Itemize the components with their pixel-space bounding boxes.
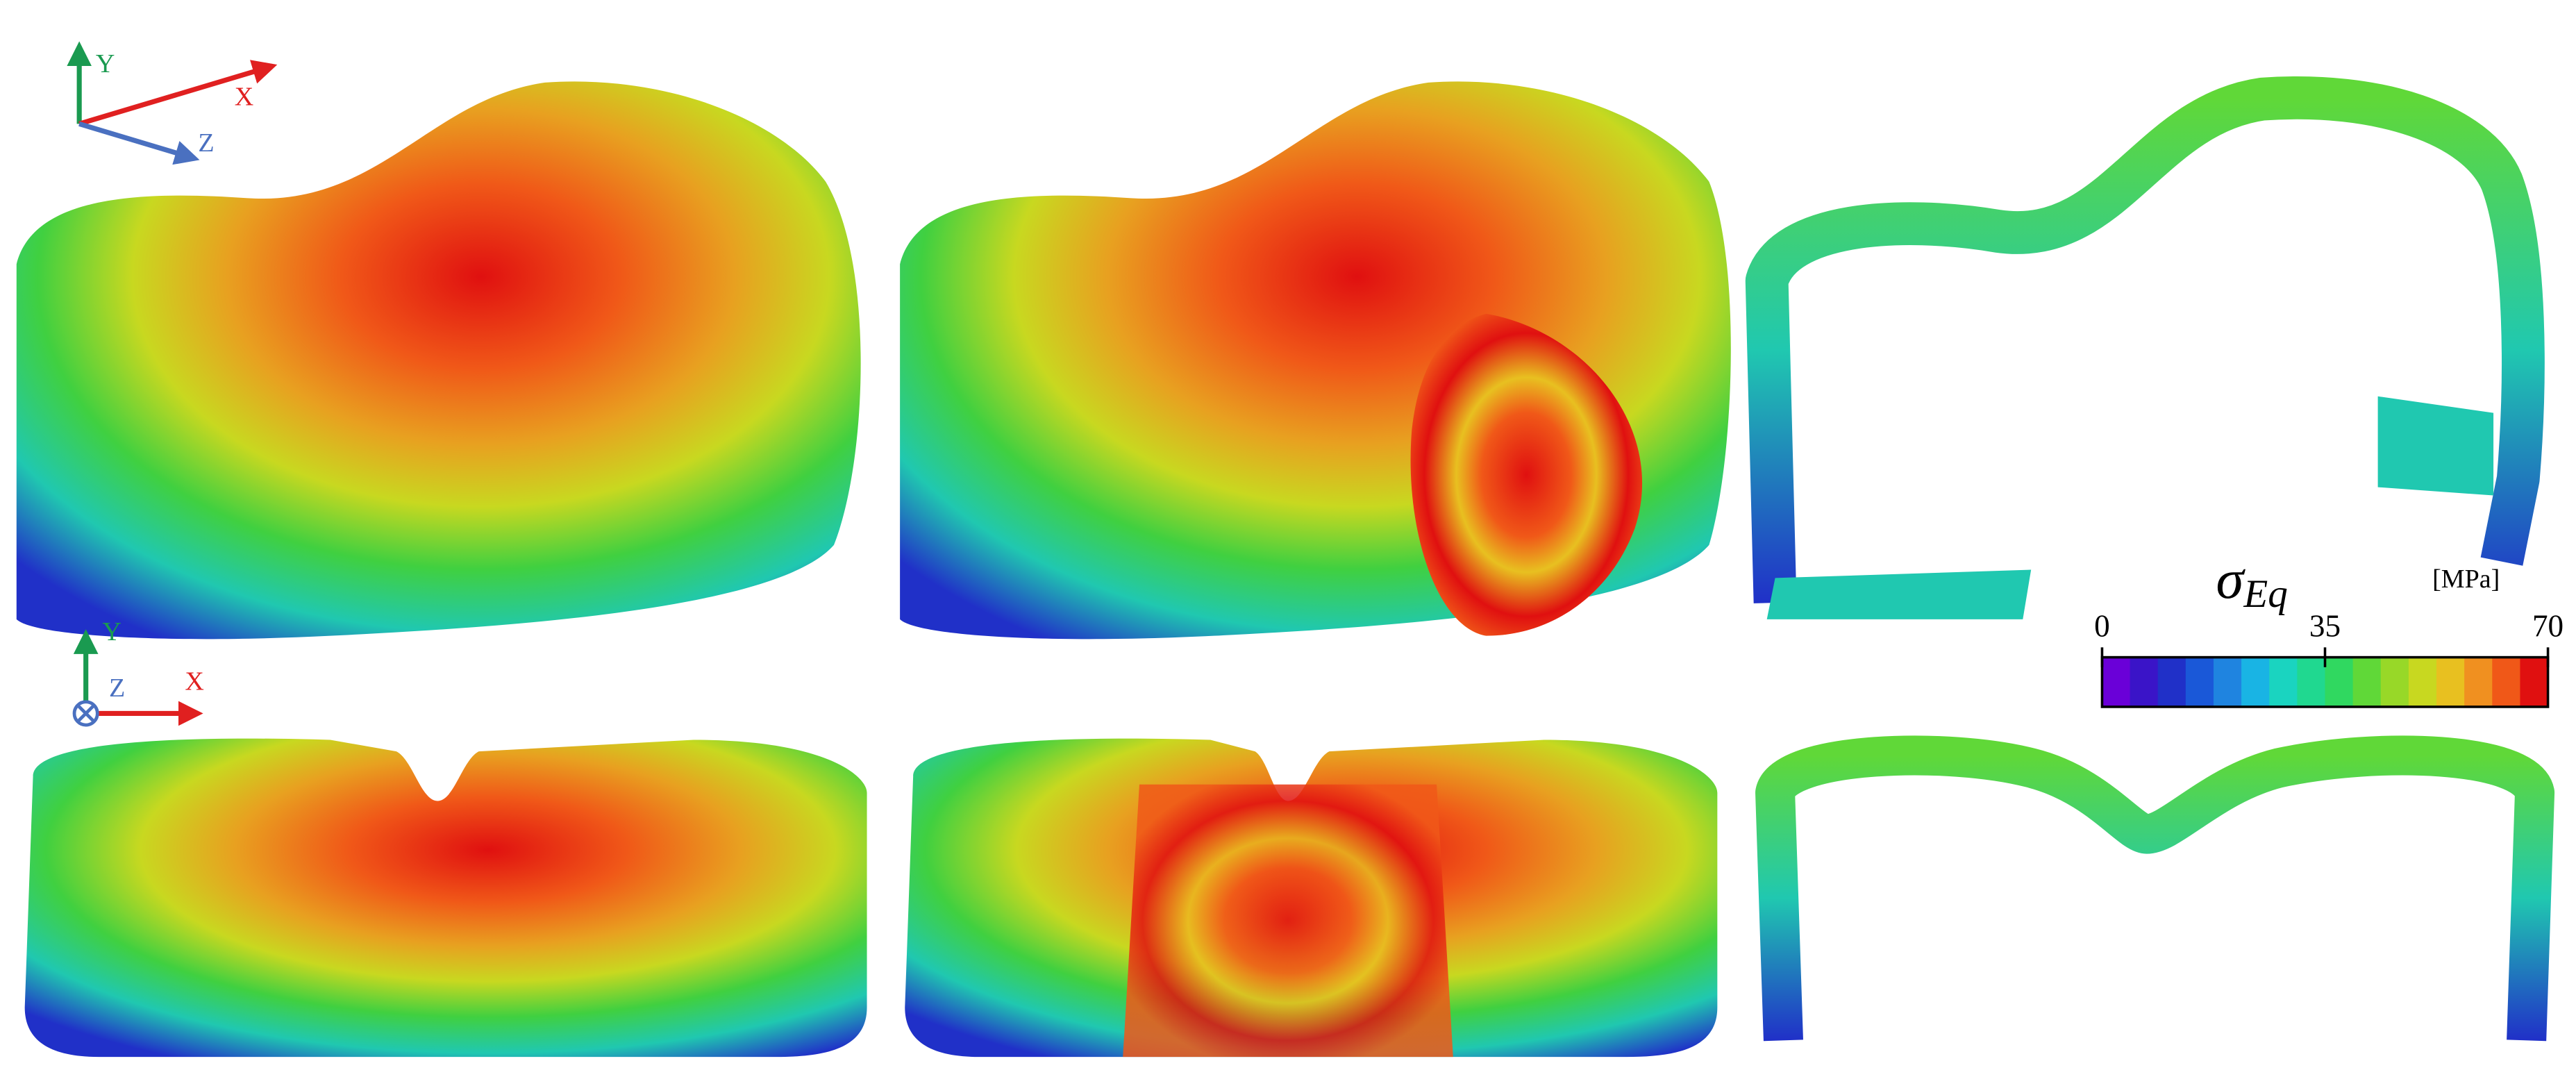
colorbar-subscript: Eq <box>2243 572 2287 616</box>
colorbar-segment <box>2380 657 2409 707</box>
colorbar-segment <box>2520 657 2549 707</box>
colorbar-tick-label: 0 <box>2094 609 2110 644</box>
colorbar-segment <box>2157 657 2186 707</box>
model-cut-section <box>1410 313 1643 636</box>
axis-z-arrow <box>78 121 200 165</box>
colorbar-segment <box>2408 657 2437 707</box>
colorbar-segment <box>2102 657 2131 707</box>
colorbar-segment <box>2269 657 2298 707</box>
model-front-shell <box>1755 735 2555 1042</box>
colorbar-segment <box>2213 657 2242 707</box>
model-front <box>24 738 867 1058</box>
colorbar-tick-label: 35 <box>2309 609 2341 644</box>
colorbar-segment <box>2436 657 2465 707</box>
colorbar-segment <box>2464 657 2493 707</box>
colorbar-segment <box>2492 657 2521 707</box>
colorbar-title: σEq <box>2216 548 2288 616</box>
axis-y-label: Y <box>102 617 121 646</box>
axis-x-label: X <box>185 667 203 696</box>
axis-y-label: Y <box>96 49 115 78</box>
axis-z-cross <box>76 703 96 724</box>
colorbar-symbol: σ <box>2216 548 2246 610</box>
colorbar-segment <box>2130 657 2159 707</box>
model-full <box>16 81 861 640</box>
colorbar-segment <box>2352 657 2382 707</box>
model-front-section <box>1123 784 1453 1058</box>
colorbar-segment <box>2297 657 2326 707</box>
model-shell-foot <box>1766 396 2494 619</box>
colorbar-segment <box>2325 657 2354 707</box>
model-shell <box>1745 76 2545 603</box>
colorbar-segment <box>2241 657 2270 707</box>
axis-x-arrow <box>78 60 278 126</box>
colorbar-segment <box>2185 657 2214 707</box>
colorbar-tick-label: 70 <box>2532 609 2564 644</box>
axis-z-label: Z <box>109 674 125 703</box>
axis-x-label: X <box>235 82 253 111</box>
axis-z-label: Z <box>198 128 214 158</box>
colorbar-unit: [MPa] <box>2432 565 2500 594</box>
